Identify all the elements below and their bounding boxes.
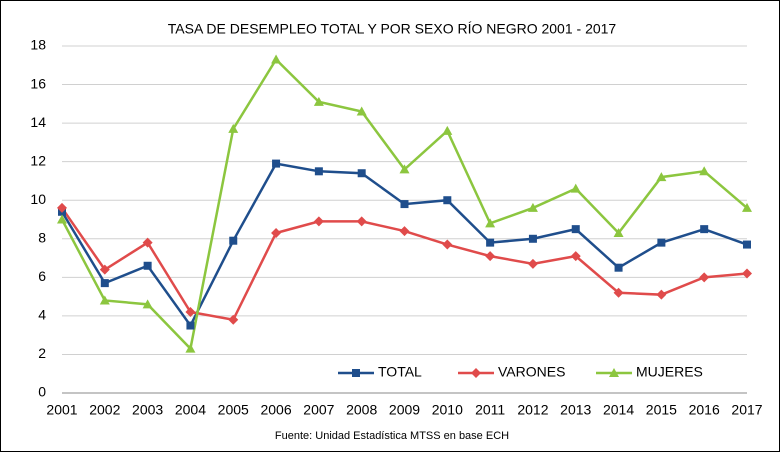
data-point xyxy=(228,314,239,325)
data-point xyxy=(485,218,496,228)
legend-label: TOTAL xyxy=(378,364,422,380)
data-point xyxy=(528,234,537,243)
data-point xyxy=(400,200,409,209)
x-tick-label: 2004 xyxy=(175,402,206,418)
y-tick-label: 10 xyxy=(30,191,46,207)
data-point xyxy=(229,236,238,245)
data-point xyxy=(743,240,751,249)
data-point xyxy=(442,125,453,135)
data-point xyxy=(186,321,195,330)
data-point xyxy=(313,216,324,227)
x-tick-label: 2002 xyxy=(89,402,120,418)
x-tick-label: 2015 xyxy=(646,402,677,418)
x-tick-label: 2005 xyxy=(218,402,249,418)
data-point xyxy=(570,183,581,193)
x-tick-label: 2003 xyxy=(132,402,163,418)
data-point xyxy=(399,164,410,174)
legend-marker xyxy=(609,368,619,377)
data-point xyxy=(99,264,110,275)
x-tick-label: 2016 xyxy=(689,402,720,418)
data-point xyxy=(228,123,239,133)
y-tick-label: 8 xyxy=(38,229,46,245)
y-tick-label: 4 xyxy=(38,307,46,323)
x-tick-label: 2010 xyxy=(432,402,463,418)
data-point xyxy=(699,272,710,283)
data-point xyxy=(614,263,623,272)
data-point xyxy=(656,172,667,182)
x-tick-label: 2013 xyxy=(560,402,591,418)
data-point xyxy=(142,299,153,309)
data-point xyxy=(570,251,581,262)
x-tick-label: 2017 xyxy=(731,402,762,418)
data-point xyxy=(143,261,152,270)
y-tick-label: 6 xyxy=(38,268,46,284)
chart-title: TASA DE DESEMPLEO TOTAL Y POR SEXO RÍO N… xyxy=(168,21,617,37)
data-point xyxy=(100,279,109,288)
x-tick-label: 2011 xyxy=(475,402,505,418)
data-point xyxy=(57,214,67,224)
y-tick-label: 12 xyxy=(30,152,46,168)
x-tick-label: 2007 xyxy=(303,402,334,418)
data-point xyxy=(657,238,666,247)
y-tick-label: 14 xyxy=(30,114,46,130)
data-point xyxy=(357,169,366,178)
data-point xyxy=(486,238,495,247)
data-point xyxy=(485,251,496,262)
data-point xyxy=(271,227,282,238)
data-point xyxy=(272,159,281,168)
data-point xyxy=(399,226,410,237)
y-tick-label: 18 xyxy=(30,37,46,53)
data-point xyxy=(700,225,709,234)
legend-label: MUJERES xyxy=(636,364,703,380)
data-point xyxy=(57,202,67,213)
y-tick-label: 16 xyxy=(30,75,46,91)
legend-label: VARONES xyxy=(498,364,565,380)
data-point xyxy=(442,239,453,250)
data-point xyxy=(656,289,667,300)
x-tick-label: 2006 xyxy=(260,402,291,418)
data-point xyxy=(314,167,323,176)
x-tick-label: 2009 xyxy=(389,402,420,418)
data-point xyxy=(356,216,367,227)
x-tick-label: 2001 xyxy=(46,402,77,418)
x-tick-label: 2014 xyxy=(603,402,634,418)
data-point xyxy=(99,295,110,305)
data-point xyxy=(742,268,752,279)
legend-marker xyxy=(471,368,481,378)
data-point xyxy=(527,202,538,212)
legend-marker xyxy=(352,369,360,377)
data-point xyxy=(185,307,196,318)
x-tick-label: 2012 xyxy=(517,402,548,418)
data-point xyxy=(271,54,282,64)
data-point xyxy=(571,225,580,234)
data-point xyxy=(313,96,324,106)
data-point xyxy=(443,196,452,205)
data-point xyxy=(142,237,153,248)
source-note: Fuente: Unidad Estadística MTSS en base … xyxy=(275,430,509,442)
y-tick-label: 2 xyxy=(38,345,46,361)
data-point xyxy=(699,166,710,176)
x-tick-label: 2008 xyxy=(346,402,377,418)
data-point xyxy=(527,258,538,269)
data-point xyxy=(613,227,624,237)
data-point xyxy=(185,343,196,353)
y-tick-label: 0 xyxy=(38,384,46,400)
data-point xyxy=(613,287,624,298)
data-point xyxy=(356,106,367,116)
data-point xyxy=(742,202,752,212)
